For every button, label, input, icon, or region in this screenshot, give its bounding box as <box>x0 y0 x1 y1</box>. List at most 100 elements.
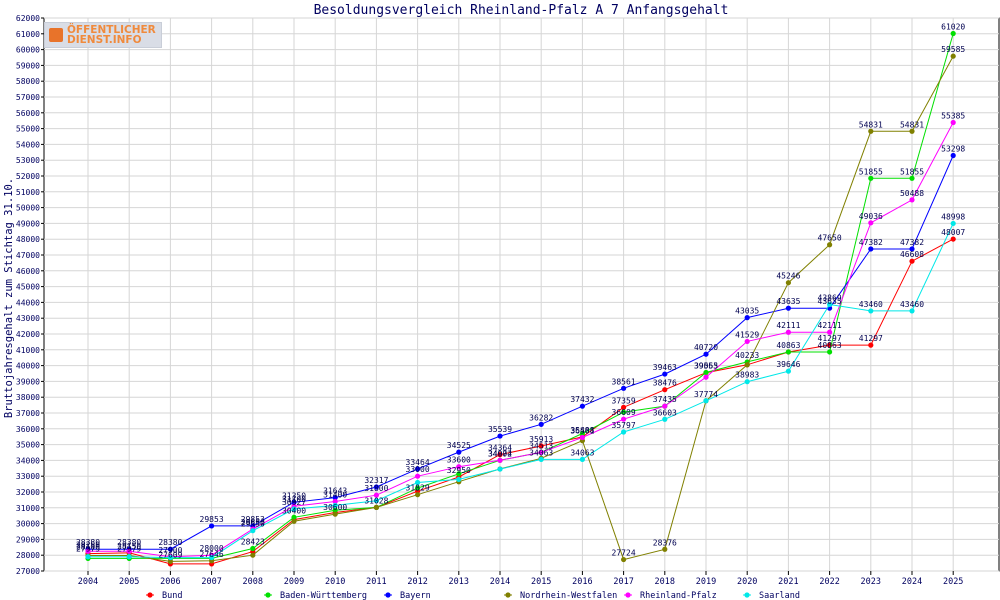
data-label: 43035 <box>735 307 759 316</box>
x-tick-label: 2018 <box>655 577 675 587</box>
x-tick-label: 2006 <box>160 577 180 587</box>
legend-label: Nordrhein-Westfalen <box>520 591 617 600</box>
data-label: 31643 <box>323 487 347 496</box>
data-point <box>827 349 833 355</box>
data-label: 37435 <box>653 395 677 404</box>
data-label: 61020 <box>941 22 965 31</box>
data-point <box>662 403 668 409</box>
data-point <box>950 119 956 126</box>
data-label: 45246 <box>776 272 800 281</box>
y-tick-label: 29000 <box>16 535 40 544</box>
data-label: 39463 <box>653 363 677 372</box>
data-point <box>909 258 915 264</box>
x-tick-label: 2008 <box>243 577 263 587</box>
y-tick-label: 45000 <box>16 283 40 292</box>
data-label: 29550 <box>241 520 265 529</box>
y-tick-label: 42000 <box>16 330 40 339</box>
data-label: 38476 <box>653 379 677 388</box>
data-point <box>456 464 462 470</box>
y-tick-label: 31000 <box>16 504 40 513</box>
data-point <box>950 30 956 37</box>
data-point <box>827 329 833 335</box>
legend-label: Rheinland-Pfalz <box>640 591 717 600</box>
y-tick-label: 30000 <box>16 520 40 529</box>
data-label: 39646 <box>776 360 800 369</box>
data-label: 51855 <box>859 167 883 176</box>
data-label: 30927 <box>282 498 306 507</box>
data-point <box>868 175 874 181</box>
x-tick-label: 2023 <box>861 577 881 587</box>
data-point <box>909 197 915 203</box>
y-tick-label: 58000 <box>16 77 40 86</box>
y-tick-label: 49000 <box>16 219 40 228</box>
data-label: 47650 <box>818 234 842 243</box>
x-tick-label: 2019 <box>696 577 716 587</box>
data-point <box>332 498 338 505</box>
data-label: 54831 <box>900 120 924 129</box>
data-label: 28380 <box>117 538 141 547</box>
data-label: 35488 <box>570 426 594 435</box>
data-point <box>250 545 256 552</box>
data-point <box>662 387 668 393</box>
data-point <box>209 554 215 561</box>
data-point <box>662 371 668 377</box>
data-label: 50488 <box>900 189 924 198</box>
data-point <box>785 280 792 286</box>
data-label: 31800 <box>364 484 388 493</box>
data-point <box>579 430 586 437</box>
data-point <box>785 329 792 335</box>
data-point <box>909 308 915 314</box>
legend-marker <box>385 592 391 598</box>
data-label: 47382 <box>859 238 883 247</box>
data-label: 28380 <box>76 538 100 547</box>
data-point <box>538 443 544 449</box>
data-point <box>415 466 421 472</box>
data-point <box>621 404 627 410</box>
data-point <box>497 433 503 439</box>
data-point <box>291 514 297 520</box>
data-label: 36501 <box>570 427 594 436</box>
data-label: 34364 <box>488 444 512 453</box>
data-point <box>703 369 709 376</box>
data-point <box>167 558 173 564</box>
data-label: 28376 <box>653 538 677 547</box>
y-tick-label: 38000 <box>16 393 40 402</box>
data-label: 31350 <box>282 491 306 500</box>
data-label: 27646 <box>200 550 224 559</box>
x-tick-label: 2017 <box>613 577 633 587</box>
data-point <box>744 362 750 368</box>
data-label: 30600 <box>323 503 347 512</box>
series-layer <box>85 30 956 567</box>
data-label: 43460 <box>900 300 924 309</box>
data-point <box>621 429 627 435</box>
data-point <box>415 473 421 479</box>
data-label: 30400 <box>282 506 306 515</box>
series-line <box>88 223 954 559</box>
data-point <box>579 434 586 441</box>
data-point <box>332 511 338 517</box>
legend-marker <box>744 592 750 598</box>
data-point <box>332 507 338 513</box>
y-tick-label: 39000 <box>16 377 40 386</box>
data-label: 37359 <box>612 396 636 405</box>
y-tick-label: 54000 <box>16 140 40 149</box>
data-point <box>291 506 297 512</box>
legend-label: Bayern <box>400 591 431 600</box>
data-label: 29853 <box>200 515 224 524</box>
data-point <box>456 449 462 455</box>
data-point <box>662 416 668 422</box>
data-label: 55385 <box>941 112 965 121</box>
data-label: 28250 <box>76 540 100 549</box>
data-label: 28423 <box>241 538 265 547</box>
data-point <box>415 485 421 491</box>
data-labels: 2810028380282502797928380281502797928380… <box>76 22 965 559</box>
x-tick-label: 2016 <box>572 577 592 587</box>
y-tick-label: 37000 <box>16 409 40 418</box>
series-line <box>88 155 954 550</box>
data-label: 28380 <box>158 538 182 547</box>
x-tick-label: 2007 <box>201 577 221 587</box>
y-tick-label: 61000 <box>16 30 40 39</box>
data-point <box>167 554 173 561</box>
data-point <box>456 476 462 482</box>
y-tick-label: 28000 <box>16 551 40 560</box>
